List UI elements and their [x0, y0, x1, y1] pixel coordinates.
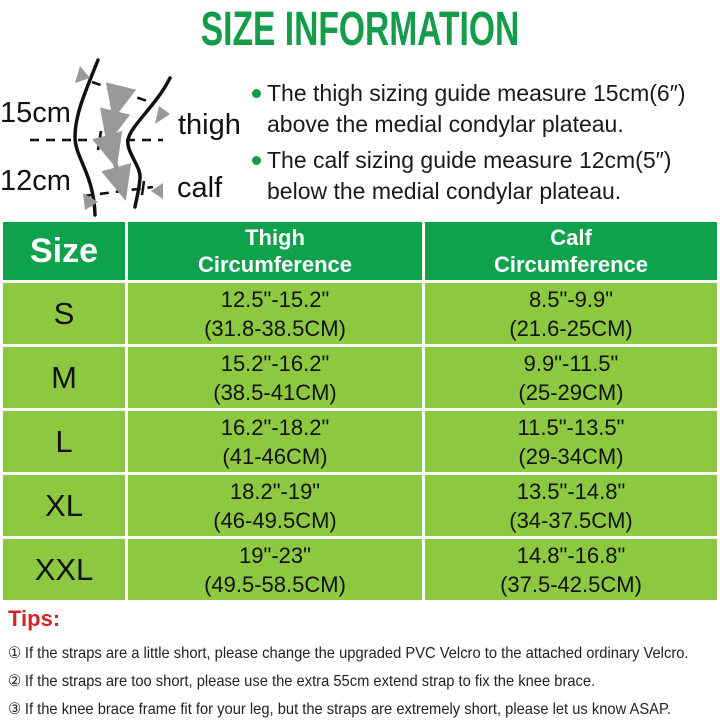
tip-item-1: ① If the straps are a little short, pleas… [8, 640, 688, 668]
leg-outline [73, 58, 172, 217]
tips-section: Tips: ① If the straps are a little short,… [8, 606, 720, 724]
calf-cm: (25-29CM) [518, 379, 624, 405]
thigh-cm: (38.5-41CM) [213, 379, 337, 405]
col-header-size: Size [3, 222, 125, 280]
circled-2-icon: ② [8, 673, 22, 690]
measurement-arrows [92, 82, 137, 201]
bullet-calf-text: The calf sizing guide measure 12cm(5″) b… [267, 147, 672, 204]
tip-3-text: If the knee brace frame fit for your leg… [24, 701, 671, 718]
thigh-cm: (31.8-38.5CM) [204, 315, 346, 341]
thigh-inches: 15.2"-16.2" [220, 350, 330, 376]
calf-inches: 11.5"-13.5" [517, 414, 625, 440]
row-m-calf: 9.9"-11.5" (25-29CM) [425, 347, 717, 408]
calf-cm: (34-37.5CM) [509, 507, 633, 533]
label-12cm: 12cm [0, 165, 71, 197]
row-xl-thigh: 18.2"-19" (46-49.5CM) [128, 475, 422, 536]
calf-cm: (29-34CM) [518, 443, 624, 469]
thigh-inches: 18.2"-19" [229, 478, 321, 504]
row-xxl-size: XXL [3, 539, 125, 600]
col-header-thigh-line2: Circumference [197, 252, 353, 277]
col-header-calf: Calf Circumference [425, 222, 717, 280]
thigh-cm: (46-49.5CM) [213, 507, 337, 533]
row-xl-calf: 13.5"-14.8" (34-37.5CM) [425, 475, 717, 536]
calf-inches: 9.9"-11.5" [523, 350, 619, 376]
tip-item-3: ③ If the knee brace frame fit for your le… [8, 696, 671, 724]
row-xxl-thigh: 19"-23" (49.5-58.5CM) [128, 539, 422, 600]
thigh-cm: (49.5-58.5CM) [204, 571, 346, 597]
row-l-size: L [3, 411, 125, 472]
circled-3-icon: ③ [8, 701, 22, 718]
thigh-inches: 16.2"-18.2" [220, 414, 330, 440]
col-header-thigh: Thigh Circumference [128, 222, 422, 280]
bullet-dot-icon [252, 89, 261, 98]
label-15cm: 15cm [0, 97, 71, 129]
circled-1-icon: ① [8, 645, 22, 662]
row-l-thigh: 16.2"-18.2" (41-46CM) [128, 411, 422, 472]
col-header-calf-line2: Circumference [493, 252, 649, 277]
knee-measurement-diagram: 15cm 12cm thigh calf [0, 58, 241, 217]
label-calf: calf [177, 172, 223, 204]
bullet-calf-guide: The calf sizing guide measure 12cm(5″) b… [252, 145, 718, 207]
row-s-thigh: 12.5"-15.2" (31.8-38.5CM) [128, 283, 422, 344]
row-s-calf: 8.5"-9.9" (21.6-25CM) [425, 283, 717, 344]
col-header-thigh-line1: Thigh [245, 225, 305, 250]
bullet-dot-icon [252, 156, 261, 165]
size-table: Size Thigh Circumference Calf Circumfere… [3, 222, 717, 600]
bullet-thigh-text: The thigh sizing guide measure 15cm(6″) … [267, 80, 686, 137]
tip-1-text: If the straps are a little short, please… [24, 645, 689, 662]
row-m-thigh: 15.2"-16.2" (38.5-41CM) [128, 347, 422, 408]
row-l-calf: 11.5"-13.5" (29-34CM) [425, 411, 717, 472]
row-s-size: S [3, 283, 125, 344]
thigh-cm: (41-46CM) [222, 443, 328, 469]
calf-inches: 8.5"-9.9" [528, 286, 614, 312]
calf-cm: (21.6-25CM) [509, 315, 633, 341]
bullet-thigh-guide: The thigh sizing guide measure 15cm(6″) … [252, 78, 718, 140]
row-m-size: M [3, 347, 125, 408]
thigh-inches: 19"-23" [239, 542, 311, 568]
tip-2-text: If the straps are too short, please use … [24, 673, 596, 690]
calf-inches: 14.8"-16.8" [516, 542, 626, 568]
tips-title: Tips: [8, 606, 61, 631]
tip-item-2: ② If the straps are too short, please use… [8, 668, 663, 696]
calf-inches: 13.5"-14.8" [516, 478, 626, 504]
col-header-calf-line1: Calf [550, 225, 592, 250]
thigh-inches: 12.5"-15.2" [220, 286, 330, 312]
calf-cm: (37.5-42.5CM) [500, 571, 642, 597]
page-title: SIZE INFORMATION [200, 3, 520, 56]
row-xl-size: XL [3, 475, 125, 536]
pointer-triangles [75, 66, 170, 210]
sizing-guide-bullets: The thigh sizing guide measure 15cm(6″) … [252, 78, 718, 212]
label-thigh: thigh [178, 109, 241, 141]
row-xxl-calf: 14.8"-16.8" (37.5-42.5CM) [425, 539, 717, 600]
